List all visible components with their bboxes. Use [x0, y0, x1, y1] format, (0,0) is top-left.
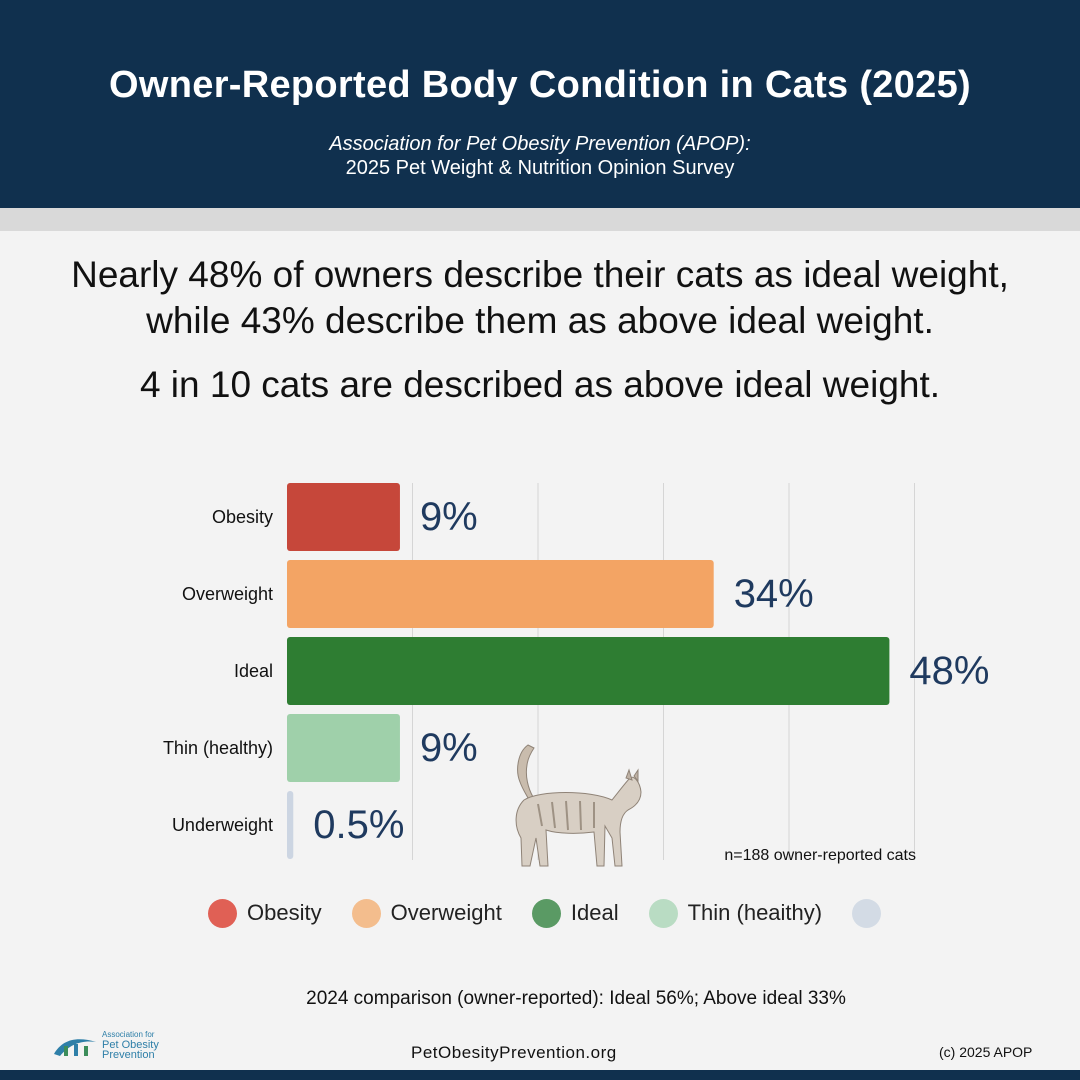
divider-band	[0, 208, 1080, 231]
legend-swatch	[351, 898, 381, 928]
headline-line-1: Nearly 48% of owners describe their cats…	[71, 254, 1009, 295]
bottom-bar	[0, 1070, 1080, 1080]
headline: Nearly 48% of owners describe their cats…	[0, 252, 1080, 344]
bar-overweight	[287, 560, 714, 628]
bar-underweight	[287, 791, 294, 859]
website-link[interactable]: PetObesityPrevention.org	[411, 1043, 617, 1062]
header-banner: Owner-Reported Body Condition in Cats (2…	[0, 0, 1080, 208]
value-label: 9%	[420, 726, 478, 770]
apop-logo-icon	[54, 1039, 96, 1056]
bar-ideal	[287, 637, 890, 705]
legend-swatch	[648, 898, 678, 928]
logo-line-3: Prevention	[102, 1049, 155, 1061]
bar-thin-healthy	[287, 714, 400, 782]
legend-label: Overweight	[390, 900, 502, 925]
category-label: Underweight	[172, 815, 273, 835]
value-label: 0.5%	[313, 803, 404, 847]
comparison-note: 2024 comparison (owner-reported): Ideal …	[306, 988, 846, 1009]
bar-obesity	[287, 483, 400, 551]
apop-logo: Association for Pet Obesity Prevention	[52, 1030, 159, 1061]
value-label: 48%	[909, 649, 989, 693]
legend-swatch	[531, 898, 561, 928]
subtitle-survey: 2025 Pet Weight & Nutrition Opinion Surv…	[345, 157, 735, 179]
cat-illustration	[515, 744, 642, 867]
legend-label: Ideal	[570, 900, 619, 925]
category-label: Overweight	[182, 584, 273, 604]
headline-line-3: 4 in 10 cats are described as above idea…	[139, 364, 941, 405]
legend-item	[852, 898, 891, 928]
value-label: 34%	[734, 572, 814, 616]
legend-item: Ideal	[531, 898, 619, 928]
legend-swatch	[852, 898, 882, 928]
value-label: 9%	[420, 495, 478, 539]
legend-item: Overweight	[351, 898, 502, 928]
page-title: Owner-Reported Body Condition in Cats (2…	[109, 64, 971, 106]
legend: Obesity Overweight Ideal Thin (heaithy)	[208, 898, 921, 928]
copyright: (c) 2025 APOP	[939, 1044, 1033, 1060]
legend-swatch	[208, 898, 237, 928]
headline-line-2: while 43% describe them as above ideal w…	[146, 300, 934, 341]
legend-label: Obesity	[247, 900, 322, 925]
subtitle-source: Association for Pet Obesity Prevention (…	[329, 133, 751, 155]
legend-label: Thin (heaithy)	[687, 900, 823, 925]
logo-line-1: Association for	[102, 1030, 155, 1039]
category-label: Thin (healthy)	[163, 738, 273, 758]
legend-item: Thin (heaithy)	[648, 898, 823, 928]
category-label: Ideal	[234, 661, 273, 681]
logo-line-2: Pet Obesity	[102, 1039, 159, 1051]
sample-size-note: n=188 owner-reported cats	[724, 847, 916, 864]
legend-item: Obesity	[208, 898, 322, 928]
category-label: Obesity	[212, 507, 273, 527]
